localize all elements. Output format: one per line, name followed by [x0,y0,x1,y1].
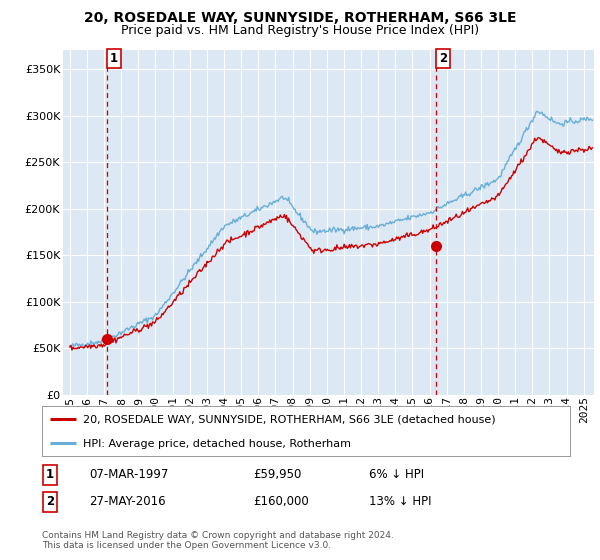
Text: 27-MAY-2016: 27-MAY-2016 [89,496,166,508]
Text: 07-MAR-1997: 07-MAR-1997 [89,468,169,482]
Text: 2: 2 [46,496,54,508]
Text: 6% ↓ HPI: 6% ↓ HPI [370,468,424,482]
Text: £59,950: £59,950 [253,468,302,482]
Text: 20, ROSEDALE WAY, SUNNYSIDE, ROTHERHAM, S66 3LE: 20, ROSEDALE WAY, SUNNYSIDE, ROTHERHAM, … [84,11,516,25]
Text: Contains HM Land Registry data © Crown copyright and database right 2024.
This d: Contains HM Land Registry data © Crown c… [42,531,394,550]
Text: 20, ROSEDALE WAY, SUNNYSIDE, ROTHERHAM, S66 3LE (detached house): 20, ROSEDALE WAY, SUNNYSIDE, ROTHERHAM, … [83,414,496,424]
Text: 1: 1 [46,468,54,482]
Text: HPI: Average price, detached house, Rotherham: HPI: Average price, detached house, Roth… [83,439,351,449]
Text: £160,000: £160,000 [253,496,309,508]
Text: 1: 1 [110,52,118,65]
Text: 2: 2 [439,52,447,65]
Text: Price paid vs. HM Land Registry's House Price Index (HPI): Price paid vs. HM Land Registry's House … [121,24,479,36]
Text: 13% ↓ HPI: 13% ↓ HPI [370,496,432,508]
